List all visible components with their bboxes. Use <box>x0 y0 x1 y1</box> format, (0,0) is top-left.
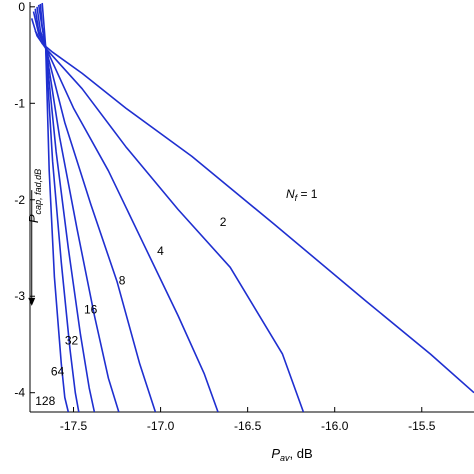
x-tick-label: -16.5 <box>234 419 262 433</box>
series-line-n-f-1 <box>34 30 474 394</box>
series-line-128 <box>41 2 70 412</box>
x-axis-title: Pav, dB <box>271 446 312 463</box>
y-axis-title: Pcap, fad,dB <box>26 169 43 223</box>
x-tick-label: -15.5 <box>408 419 436 433</box>
curve-label: 4 <box>157 244 164 258</box>
y-tick-label: -4 <box>14 386 25 400</box>
svg-text:Pcap, fad,dB: Pcap, fad,dB <box>26 169 43 223</box>
direction-arrow <box>28 190 36 306</box>
y-axis-ticks: 0 -1 -2 -3 -4 <box>14 0 35 400</box>
curves <box>30 2 474 412</box>
series-line-2 <box>30 18 305 412</box>
svg-text:Pav, dB: Pav, dB <box>271 446 312 463</box>
x-tick-label: -16.0 <box>321 419 349 433</box>
y-tick-label: -2 <box>14 193 25 207</box>
plot-frame <box>29 2 474 413</box>
y-tick-label: -1 <box>14 96 25 110</box>
curve-label: 32 <box>65 333 79 347</box>
series-line-4 <box>32 11 219 412</box>
curve-label: 2 <box>220 215 227 229</box>
series-line-8 <box>34 8 157 412</box>
curve-label: 64 <box>51 364 65 378</box>
curve-label: 128 <box>35 394 55 408</box>
x-tick-label: -17.0 <box>147 419 175 433</box>
series-line-16 <box>36 6 120 412</box>
x-tick-label: -17.5 <box>60 419 88 433</box>
curve-label: 8 <box>119 274 126 288</box>
curve-label: Nf = 1 <box>286 187 318 203</box>
series-line-64 <box>39 3 80 412</box>
y-tick-label: 0 <box>18 0 25 14</box>
curve-label: 16 <box>84 303 98 317</box>
x-axis-ticks: -17.5 -17.0 -16.5 -16.0 -15.5 <box>60 407 436 433</box>
y-tick-label: -3 <box>14 289 25 303</box>
curve-labels: Nf = 1 2 4 8 16 32 64 128 <box>35 187 318 408</box>
arrow-head <box>28 297 36 306</box>
